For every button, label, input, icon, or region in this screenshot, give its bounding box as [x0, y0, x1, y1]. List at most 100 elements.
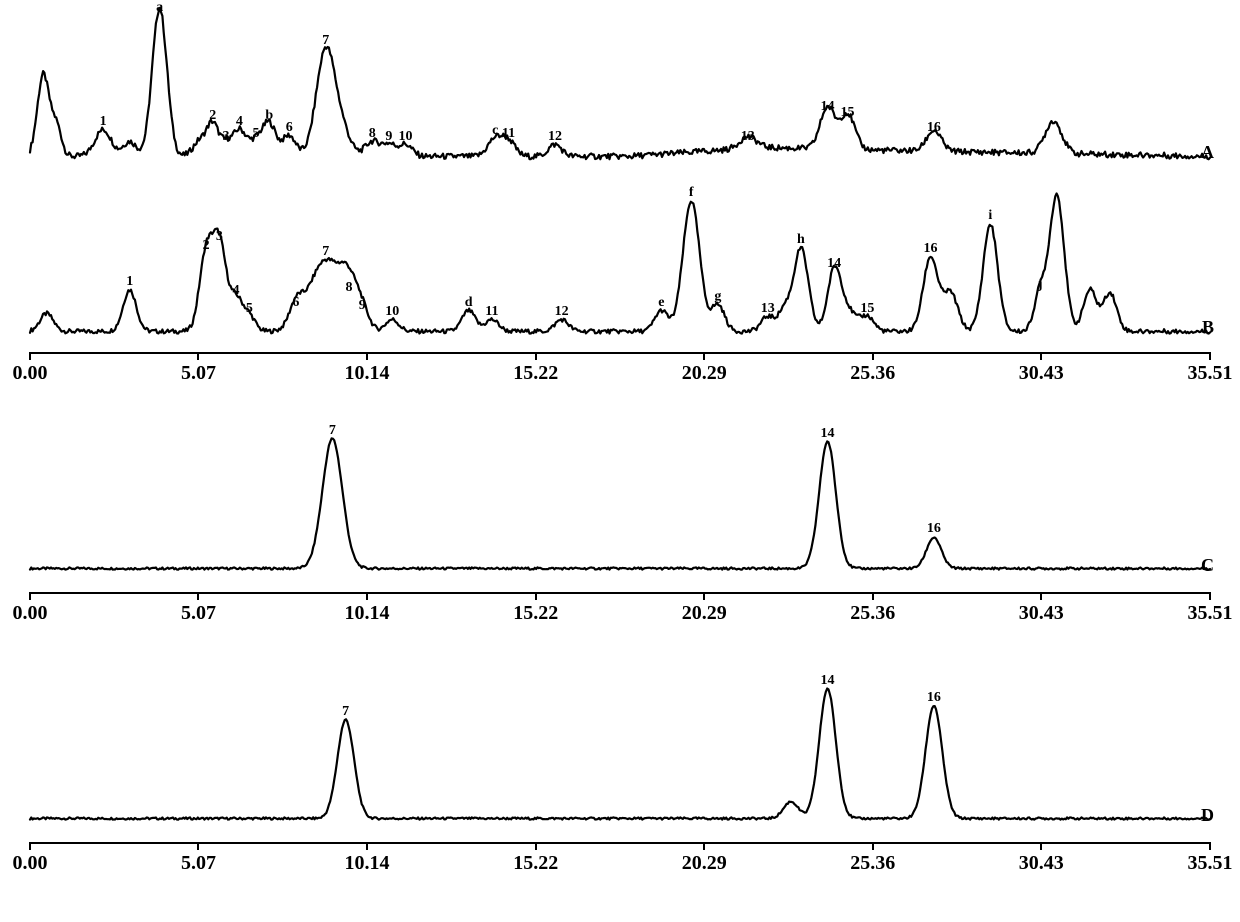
peak-label: 10	[398, 129, 412, 145]
peak-label: 15	[860, 301, 874, 317]
peak-label: 16	[927, 521, 941, 537]
x-tick	[1040, 592, 1042, 600]
x-tick	[1209, 352, 1211, 360]
peak-label: 11	[485, 304, 498, 320]
x-tick-label: 0.00	[13, 602, 48, 625]
x-tick	[872, 842, 874, 850]
peak-label: 3	[216, 229, 223, 245]
panel-label: A	[1201, 142, 1214, 163]
peak-label: 16	[927, 120, 941, 136]
x-tick-label: 5.07	[181, 602, 216, 625]
trace-path	[30, 8, 1210, 159]
chromatogram-B: 12345678910d1112efg13h141516ijB	[30, 175, 1210, 345]
x-tick	[29, 352, 31, 360]
peak-label: c	[492, 123, 498, 139]
peak-label: 4	[233, 283, 240, 299]
peak-label: 6	[292, 295, 299, 311]
x-axis: 0.005.0710.1415.2220.2925.3630.4335.51	[30, 842, 1210, 882]
peak-label: 16	[924, 241, 938, 257]
x-tick-label: 30.43	[1019, 602, 1064, 625]
peak-label: 12	[548, 129, 562, 145]
x-tick-label: 10.14	[344, 852, 389, 875]
chromatogram-C: 71416C	[30, 420, 1210, 585]
x-tick-label: 15.22	[513, 602, 558, 625]
x-tick-label: 25.36	[850, 602, 895, 625]
peak-label: d	[465, 295, 473, 311]
x-tick-label: 10.14	[344, 362, 389, 385]
peak-label: 14	[821, 673, 835, 689]
x-tick	[1209, 842, 1211, 850]
peak-label: h	[797, 232, 805, 248]
x-tick-label: 30.43	[1019, 362, 1064, 385]
x-tick-label: 20.29	[682, 362, 727, 385]
x-axis: 0.005.0710.1415.2220.2925.3630.4335.51	[30, 352, 1210, 392]
peak-label: b	[265, 108, 273, 124]
x-tick	[535, 592, 537, 600]
peak-label: a	[156, 0, 163, 16]
panel-label: B	[1202, 317, 1214, 338]
x-tick	[1040, 842, 1042, 850]
peak-label: 7	[322, 244, 329, 260]
x-tick-label: 10.14	[344, 602, 389, 625]
x-tick-label: 15.22	[513, 852, 558, 875]
x-tick-label: 5.07	[181, 362, 216, 385]
x-axis-line	[30, 842, 1210, 844]
peak-label: 14	[821, 426, 835, 442]
x-tick-label: 35.51	[1188, 362, 1233, 385]
chromatogram-A: 1a2345b678910c111213141516A	[30, 0, 1210, 170]
peak-label: 14	[821, 99, 835, 115]
x-tick	[703, 352, 705, 360]
peak-label: 3	[223, 129, 230, 145]
x-axis-line	[30, 592, 1210, 594]
peak-label: 2	[209, 108, 216, 124]
x-tick-label: 35.51	[1188, 602, 1233, 625]
x-axis: 0.005.0710.1415.2220.2925.3630.4335.51	[30, 592, 1210, 632]
peak-label: 8	[346, 280, 353, 296]
x-tick-label: 0.00	[13, 362, 48, 385]
x-tick	[197, 592, 199, 600]
x-tick	[366, 592, 368, 600]
x-tick	[366, 842, 368, 850]
trace-path	[30, 194, 1210, 334]
peak-label: 7	[342, 704, 349, 720]
peak-label: 8	[369, 126, 376, 142]
x-tick-label: 30.43	[1019, 852, 1064, 875]
peak-label: 12	[555, 304, 569, 320]
x-tick	[872, 352, 874, 360]
peak-label: f	[689, 185, 694, 201]
peak-label: 1	[100, 114, 107, 130]
x-tick	[197, 842, 199, 850]
peak-label: 4	[236, 114, 243, 130]
x-tick	[872, 592, 874, 600]
peak-label: 7	[329, 423, 336, 439]
peak-label: 10	[385, 304, 399, 320]
panel-label: C	[1201, 555, 1214, 576]
x-tick	[366, 352, 368, 360]
x-tick	[535, 842, 537, 850]
x-tick	[535, 352, 537, 360]
x-tick-label: 15.22	[513, 362, 558, 385]
peak-label: 5	[246, 301, 253, 317]
peak-label: 13	[761, 301, 775, 317]
peak-label: 6	[286, 120, 293, 136]
x-tick-label: 0.00	[13, 852, 48, 875]
chromatogram-D: 71416D	[30, 670, 1210, 835]
x-tick-label: 25.36	[850, 852, 895, 875]
peak-label: 2	[203, 238, 210, 254]
x-tick	[197, 352, 199, 360]
x-tick-label: 35.51	[1188, 852, 1233, 875]
peak-label: 9	[385, 129, 392, 145]
x-tick	[703, 842, 705, 850]
peak-label: 13	[741, 129, 755, 145]
x-tick	[29, 842, 31, 850]
x-tick	[703, 592, 705, 600]
x-tick	[29, 592, 31, 600]
x-axis-line	[30, 352, 1210, 354]
peak-label: 14	[827, 256, 841, 272]
peak-label: i	[988, 208, 992, 224]
peak-label: j	[1038, 277, 1043, 293]
peak-label: 5	[252, 126, 259, 142]
x-tick-label: 20.29	[682, 852, 727, 875]
peak-label: 1	[126, 274, 133, 290]
peak-label: 15	[840, 105, 854, 121]
